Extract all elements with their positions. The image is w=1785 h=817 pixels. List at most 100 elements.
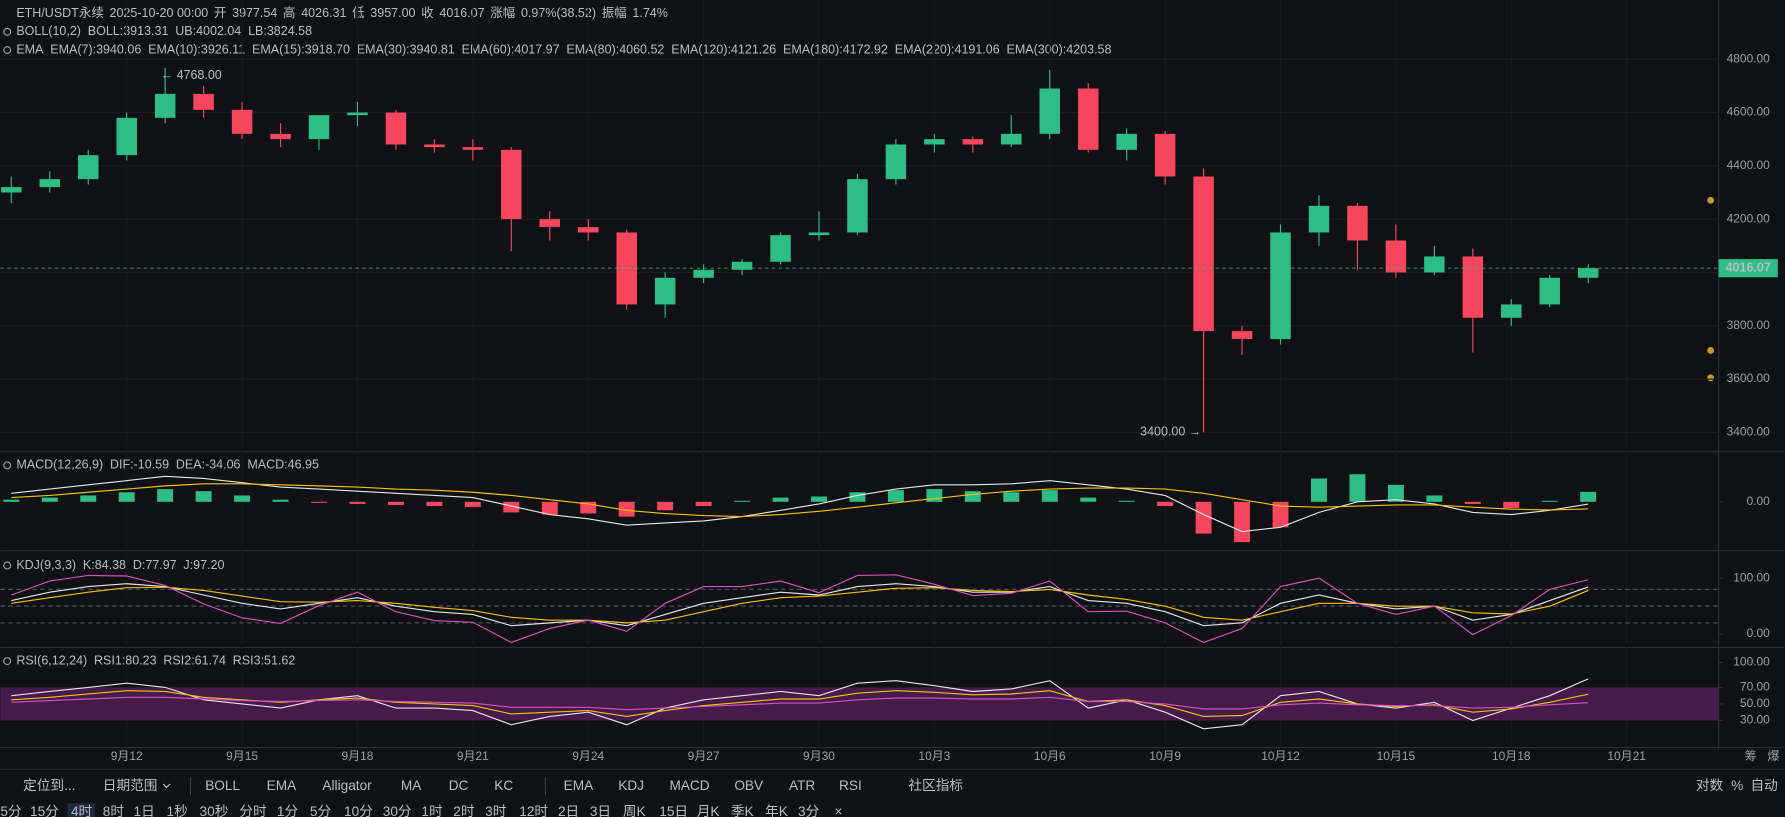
y-tick-label: 100.00 <box>1733 570 1770 584</box>
toolbar-button[interactable]: 自动 <box>1750 778 1777 793</box>
toolbar-button[interactable]: 对数 <box>1696 778 1724 793</box>
interval-button[interactable]: 15日 <box>659 804 688 817</box>
toolbar-button[interactable]: 社区指标 <box>908 778 963 793</box>
header-text: 0.97%(38.52) <box>521 6 596 20</box>
toolbar-button[interactable]: % <box>1731 778 1743 793</box>
interval-button[interactable]: 10分 <box>344 804 373 817</box>
indicator-value: EMA(180):4172.92 <box>783 42 888 56</box>
toolbar-button[interactable]: BOLL <box>205 778 240 793</box>
candle-body <box>1231 331 1253 340</box>
legend-entry: K:84.38 <box>83 558 126 572</box>
interval-button[interactable]: 2日 <box>558 804 579 817</box>
candle-body <box>616 232 637 305</box>
macd-bar <box>3 499 20 502</box>
interval-button[interactable]: 3日 <box>590 804 611 817</box>
interval-button[interactable]: 12时 <box>519 804 548 817</box>
indicator-line <box>11 696 1589 711</box>
interval-button[interactable]: 30秒 <box>200 804 229 817</box>
candle-body <box>808 232 830 236</box>
interval-button[interactable]: 月K <box>697 804 720 817</box>
y-tick-label: 4800.00 <box>1727 51 1771 65</box>
x-tick-label: 9月21 <box>457 749 489 763</box>
legend-entry: D:77.97 <box>133 558 177 572</box>
legend-entry: RSI3:51.62 <box>233 653 296 667</box>
indicator-line <box>11 574 1589 644</box>
interval-button[interactable]: 15分 <box>30 804 59 817</box>
y-tick-label: 4400.00 <box>1727 158 1771 172</box>
macd-bar <box>887 490 904 502</box>
indicator-line <box>11 586 1589 624</box>
macd-bar <box>349 501 366 504</box>
interval-button[interactable]: 3分 <box>798 804 820 817</box>
interval-button[interactable]: 3时 <box>485 804 507 817</box>
candle-body <box>424 144 445 148</box>
indicator-line <box>11 483 1589 518</box>
candle-body <box>39 179 61 188</box>
toolbar-button[interactable]: 日期范围 <box>103 778 158 793</box>
indicator-value: EMA(220):4191.06 <box>895 42 1000 56</box>
candle-body <box>731 261 753 270</box>
indicator-value: BOLL(10,2) <box>16 24 81 38</box>
candle-body <box>1 187 22 193</box>
toolbar-button[interactable]: EMA <box>267 778 297 793</box>
header-text: 4016.07 <box>439 6 484 20</box>
interval-button[interactable]: × <box>834 804 842 817</box>
indicator-title: KDJ(9,3,3) <box>16 558 76 572</box>
x-tick-label: 9月18 <box>342 749 374 763</box>
header-text: 2025-10-20 00:00 <box>110 6 209 20</box>
y-tick-label: 30.00 <box>1740 713 1770 727</box>
indicator-value: EMA(80):4060.52 <box>566 42 664 56</box>
macd-bar <box>426 501 443 507</box>
interval-button[interactable]: 年K <box>765 804 788 817</box>
toolbar-button[interactable]: MACD <box>669 778 709 793</box>
macd-bar <box>234 495 251 502</box>
macd-bar <box>1580 491 1597 502</box>
x-tick-label: 10月18 <box>1492 749 1531 763</box>
interval-button[interactable]: 5分 <box>0 804 22 817</box>
candle-body <box>847 179 868 233</box>
header-text: 高 <box>283 5 296 20</box>
interval-button[interactable]: 分时 <box>239 804 267 817</box>
toolbar-button[interactable]: RSI <box>839 778 862 793</box>
indicator-value: EMA(120):4121.26 <box>671 42 776 56</box>
toolbar-button[interactable]: Alligator <box>322 778 372 793</box>
indicator-value: EMA(7):3940.06 <box>50 42 141 56</box>
toolbar-button[interactable]: 定位到... <box>23 778 75 793</box>
toolbar-button[interactable]: ATR <box>789 778 815 793</box>
candle-body <box>693 269 714 278</box>
indicator-value: EMA(10):3926.11 <box>148 42 245 56</box>
interval-button[interactable]: 8时 <box>103 804 125 817</box>
toolbar-button[interactable]: OBV <box>734 778 764 793</box>
y-tick-label: 70.00 <box>1740 680 1770 694</box>
interval-button[interactable]: 1时 <box>421 804 443 817</box>
interval-button[interactable]: 4时 <box>71 804 93 817</box>
legend-entry: RSI2:61.74 <box>163 653 226 667</box>
interval-button[interactable]: 30分 <box>383 804 412 817</box>
toolbar-button[interactable]: KDJ <box>618 778 644 793</box>
interval-button[interactable]: 5分 <box>310 804 332 817</box>
header-text: 3977.54 <box>232 6 277 20</box>
legend-entry: DIF:-10.59 <box>110 458 169 472</box>
macd-bar <box>734 500 751 502</box>
header-text: 收 <box>421 6 434 20</box>
toolbar-button[interactable]: MA <box>401 778 422 793</box>
macd-bar <box>541 501 558 515</box>
interval-button[interactable]: 1秒 <box>167 804 189 817</box>
interval-button[interactable]: 季K <box>731 804 754 817</box>
macd-bar <box>387 501 404 505</box>
toolbar-button[interactable]: KC <box>494 778 513 793</box>
interval-button[interactable]: 1分 <box>277 804 299 817</box>
toolbar-button[interactable]: DC <box>449 778 469 793</box>
macd-bar <box>157 489 174 502</box>
y-tick-label: 3600.00 <box>1727 371 1771 385</box>
y-tick-label: 0.00 <box>1747 626 1771 640</box>
x-tick-label: 9月27 <box>688 749 720 763</box>
toolbar-button[interactable]: EMA <box>564 778 594 793</box>
interval-button[interactable]: 周K <box>623 804 646 817</box>
marker-dot <box>1707 347 1715 354</box>
macd-bar <box>1080 497 1097 502</box>
macd-bar <box>1426 495 1443 502</box>
interval-button[interactable]: 1日 <box>134 804 155 817</box>
interval-button[interactable]: 2时 <box>453 804 475 817</box>
legend-entry: RSI1:80.23 <box>94 653 157 667</box>
